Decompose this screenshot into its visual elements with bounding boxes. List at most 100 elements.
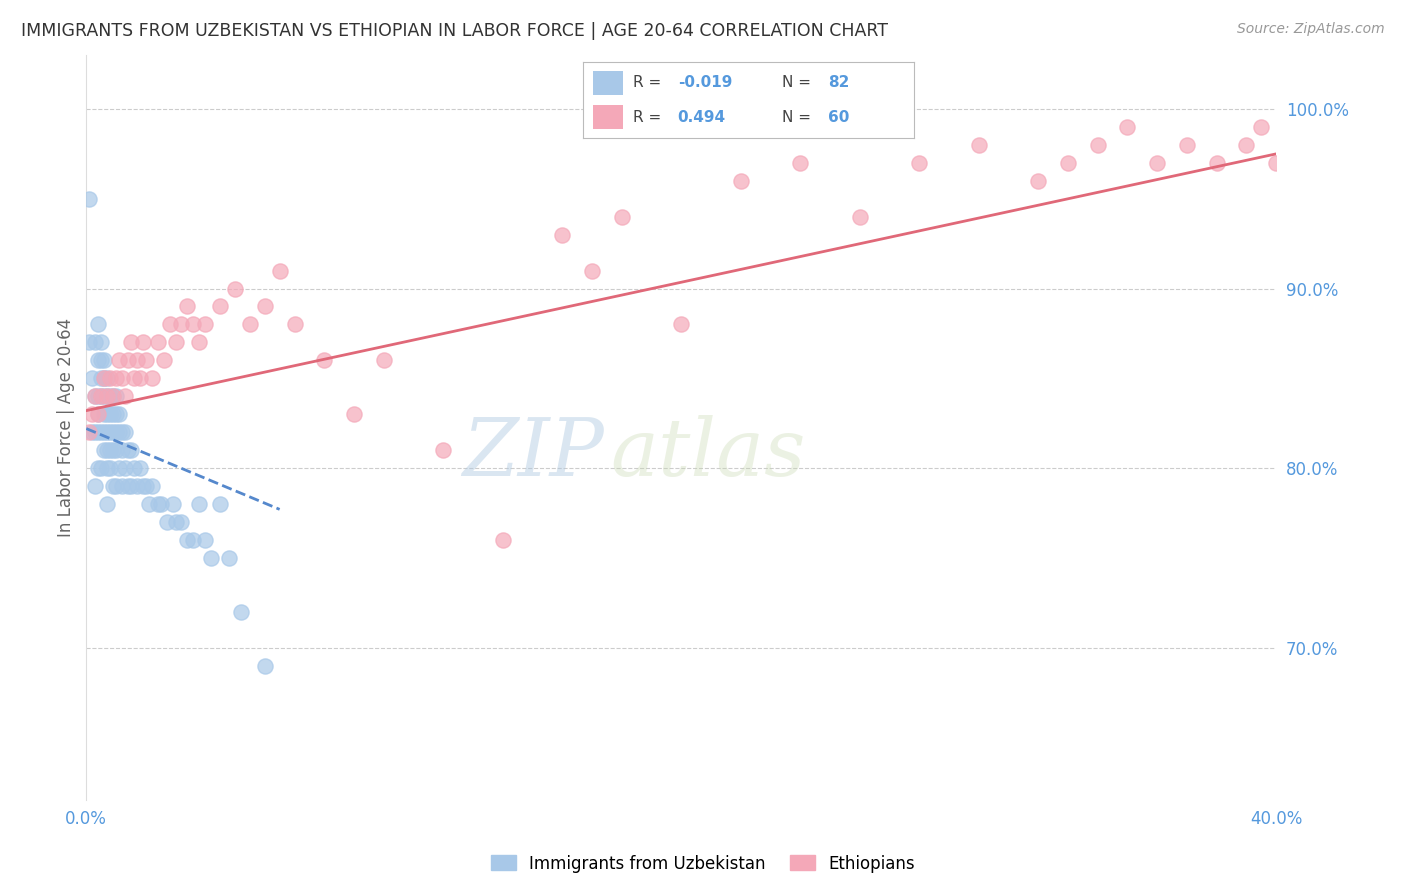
- Y-axis label: In Labor Force | Age 20-64: In Labor Force | Age 20-64: [58, 318, 75, 537]
- Point: [152, 353, 174, 368]
- Point: [105, 443, 128, 458]
- Point: [125, 353, 148, 368]
- Point: [128, 461, 150, 475]
- Point: [1087, 137, 1109, 152]
- Point: [90, 425, 112, 439]
- Point: [96, 389, 118, 403]
- Text: N =: N =: [782, 76, 815, 90]
- Point: [610, 210, 633, 224]
- Point: [146, 497, 169, 511]
- Point: [132, 479, 155, 493]
- Point: [120, 335, 142, 350]
- Point: [105, 371, 128, 385]
- Point: [111, 371, 134, 385]
- Point: [90, 389, 112, 403]
- Point: [183, 533, 205, 547]
- Point: [1205, 156, 1227, 170]
- Point: [314, 353, 336, 368]
- Point: [373, 353, 395, 368]
- Point: [84, 389, 107, 403]
- Point: [149, 497, 172, 511]
- Text: atlas: atlas: [610, 415, 806, 492]
- Point: [146, 335, 169, 350]
- Point: [122, 371, 145, 385]
- Point: [194, 318, 217, 332]
- Point: [93, 371, 115, 385]
- Point: [138, 497, 160, 511]
- Point: [96, 371, 118, 385]
- Point: [93, 425, 115, 439]
- Point: [253, 300, 276, 314]
- Point: [82, 425, 104, 439]
- Point: [108, 353, 131, 368]
- Point: [77, 335, 100, 350]
- Point: [108, 407, 131, 421]
- Point: [87, 425, 110, 439]
- Point: [183, 318, 205, 332]
- Point: [1116, 120, 1139, 134]
- Point: [209, 497, 232, 511]
- Point: [1250, 120, 1272, 134]
- Point: [82, 371, 104, 385]
- Point: [132, 335, 155, 350]
- Point: [87, 407, 110, 421]
- Point: [93, 389, 115, 403]
- Point: [111, 425, 134, 439]
- Point: [188, 497, 211, 511]
- Point: [141, 371, 163, 385]
- Point: [269, 263, 291, 277]
- Point: [125, 479, 148, 493]
- Point: [101, 389, 124, 403]
- Point: [101, 443, 124, 458]
- Point: [87, 318, 110, 332]
- Point: [105, 389, 128, 403]
- Point: [135, 479, 157, 493]
- Point: [1146, 156, 1168, 170]
- Point: [730, 174, 752, 188]
- Point: [96, 497, 118, 511]
- Point: [98, 407, 121, 421]
- Point: [93, 407, 115, 421]
- Point: [128, 371, 150, 385]
- Point: [105, 425, 128, 439]
- Text: IMMIGRANTS FROM UZBEKISTAN VS ETHIOPIAN IN LABOR FORCE | AGE 20-64 CORRELATION C: IMMIGRANTS FROM UZBEKISTAN VS ETHIOPIAN …: [21, 22, 889, 40]
- Point: [253, 658, 276, 673]
- Point: [908, 156, 931, 170]
- Point: [162, 497, 184, 511]
- Point: [101, 479, 124, 493]
- Text: ZIP: ZIP: [463, 415, 603, 492]
- Point: [789, 156, 811, 170]
- Point: [108, 461, 131, 475]
- Point: [87, 353, 110, 368]
- Point: [105, 479, 128, 493]
- Point: [967, 137, 990, 152]
- Point: [159, 318, 181, 332]
- Point: [176, 300, 198, 314]
- Point: [98, 371, 121, 385]
- Point: [848, 210, 870, 224]
- Point: [135, 353, 157, 368]
- Point: [117, 353, 139, 368]
- Point: [120, 479, 142, 493]
- Point: [90, 353, 112, 368]
- Point: [141, 479, 163, 493]
- Text: N =: N =: [782, 110, 815, 125]
- Point: [98, 443, 121, 458]
- Point: [218, 550, 240, 565]
- Point: [90, 461, 112, 475]
- Text: 60: 60: [828, 110, 849, 125]
- Point: [87, 389, 110, 403]
- Point: [101, 389, 124, 403]
- Point: [96, 389, 118, 403]
- Point: [96, 443, 118, 458]
- Point: [87, 407, 110, 421]
- Point: [82, 407, 104, 421]
- Text: R =: R =: [633, 76, 666, 90]
- Point: [77, 425, 100, 439]
- Point: [155, 515, 177, 529]
- Point: [114, 461, 136, 475]
- Legend: Immigrants from Uzbekistan, Ethiopians: Immigrants from Uzbekistan, Ethiopians: [484, 848, 922, 880]
- Point: [165, 515, 187, 529]
- Point: [101, 407, 124, 421]
- Point: [122, 461, 145, 475]
